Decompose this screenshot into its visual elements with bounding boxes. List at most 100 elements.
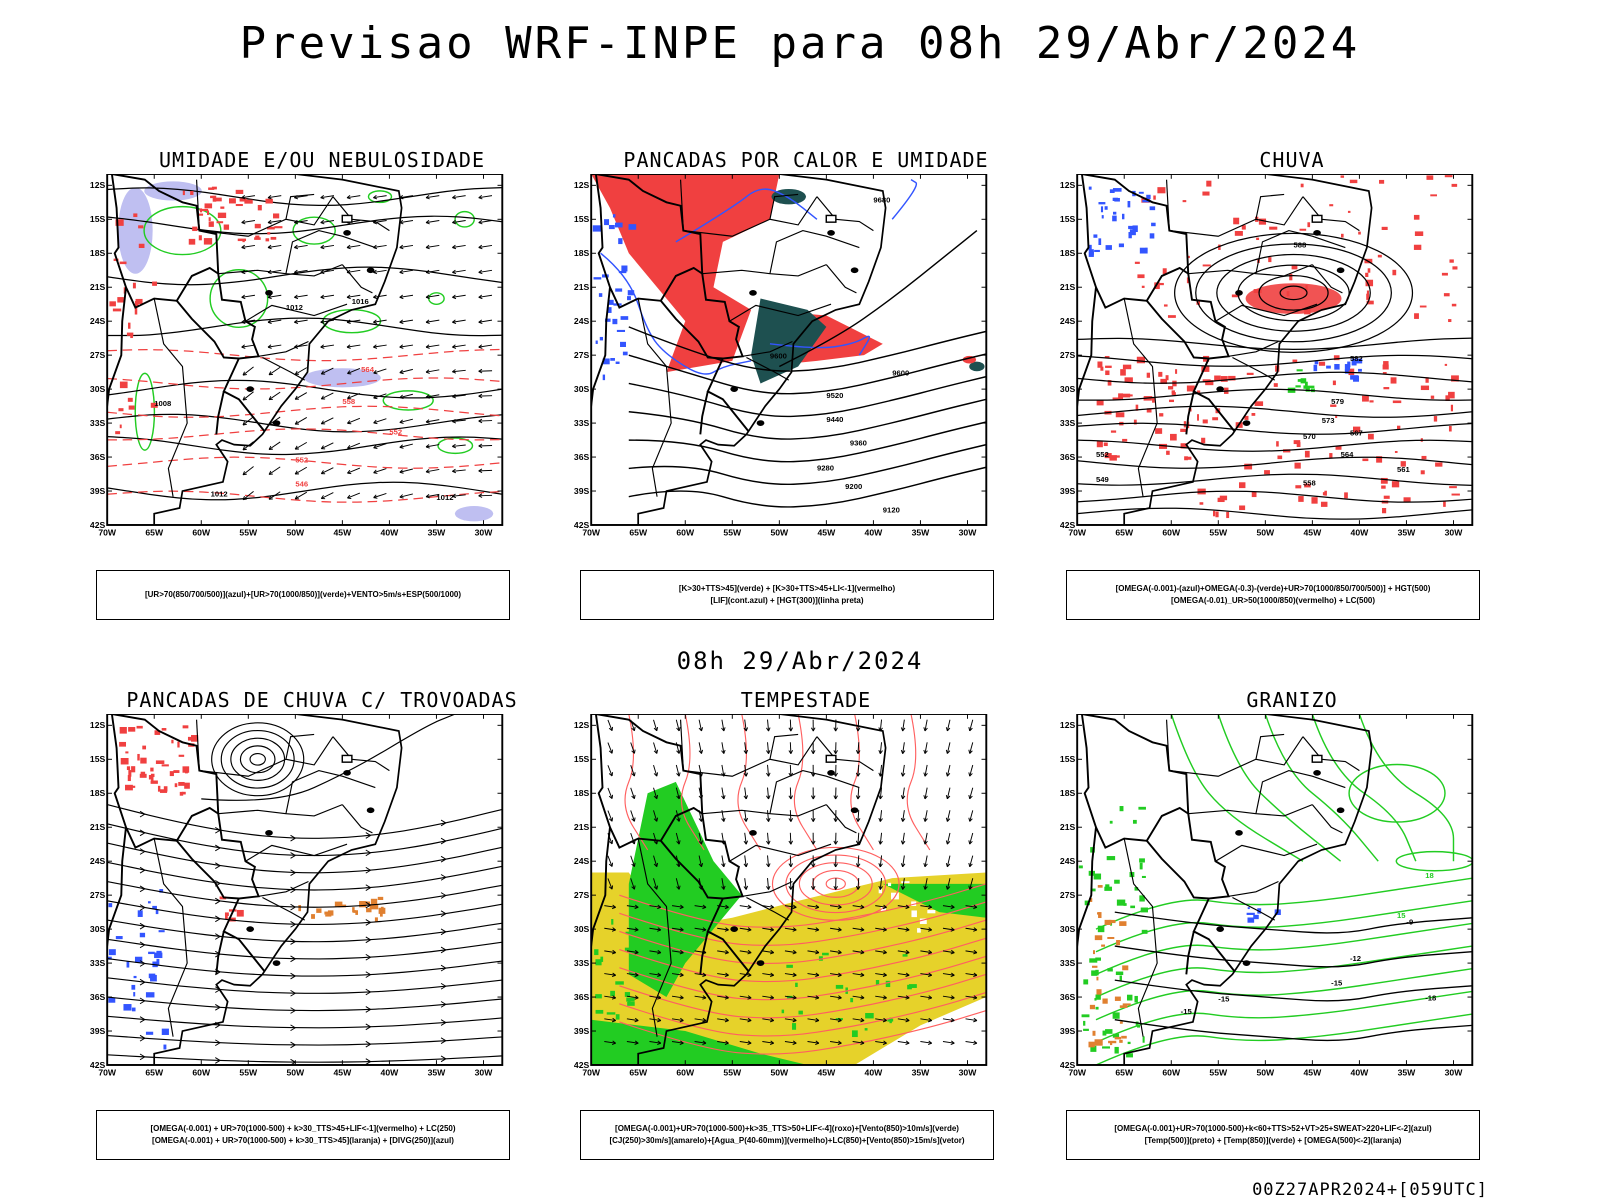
legend-box: [OMEGA(-0.001)-(azul)+OMEGA(-0.3)-(verde… <box>1066 570 1480 620</box>
map-granizo: -9 -12 -15 -15 -15 -18 18 15 12S 15S 18S 21S 24S 27S 3… <box>1060 714 1474 1078</box>
map-frame-border <box>1076 174 1474 526</box>
lat-tick-label: 24S <box>574 316 590 326</box>
lat-tick-label: 42S <box>1060 520 1076 530</box>
lon-tick-label: 70W <box>582 528 601 538</box>
lat-tick-label: 18S <box>1060 788 1076 798</box>
lat-tick-label: 42S <box>90 520 106 530</box>
lon-tick-label: 55W <box>239 1068 258 1078</box>
legend-line: [OMEGA(-0.001) + UR>70(1000-500) + k>30_… <box>152 1136 454 1145</box>
lon-tick-label: 50W <box>770 1068 789 1078</box>
contour-label: -15 <box>1331 979 1343 988</box>
contour-label: 558 <box>1303 478 1317 487</box>
lat-tick-label: 18S <box>574 788 590 798</box>
lon-tick-label: 65W <box>145 528 164 538</box>
lat-tick-label: 24S <box>90 316 106 326</box>
contour-label: 9680 <box>873 195 890 204</box>
lat-tick-label: 39S <box>90 1026 106 1036</box>
lat-tick-label: 24S <box>1060 316 1076 326</box>
lon-tick-label: 40W <box>381 528 400 538</box>
legend-box: [OMEGA(-0.001) + UR>70(1000-500) + k>30_… <box>96 1110 510 1160</box>
legend-box: [OMEGA(-0.001)+UR>70(1000-500)+k>35_TTS>… <box>580 1110 994 1160</box>
panel-tempestade: TEMPESTADE 12S 15S 18S 21S 24S 27S 30S 33S 36S 39S… <box>556 688 1056 1188</box>
lat-tick-label: 21S <box>90 282 106 292</box>
lat-tick-label: 21S <box>1060 282 1076 292</box>
contour-label: 567 <box>1350 429 1363 438</box>
contour-label: 9200 <box>845 482 862 491</box>
lat-tick-label: 33S <box>90 958 106 968</box>
lon-tick-label: 45W <box>1303 528 1322 538</box>
contour-label: 1008 <box>154 399 172 408</box>
lon-tick-label: 60W <box>1162 1068 1181 1078</box>
panel-pancadas-calor: PANCADAS POR CALOR E UMIDADE 9600 9520 9440… <box>556 148 1056 648</box>
lat-tick-label: 18S <box>1060 248 1076 258</box>
lon-tick-label: 60W <box>192 528 211 538</box>
lon-tick-label: 45W <box>333 528 352 538</box>
lon-tick-label: 35W <box>1398 528 1417 538</box>
lat-tick-label: 18S <box>90 788 106 798</box>
contour-label: 9280 <box>817 464 834 473</box>
lat-tick-label: 42S <box>90 1060 106 1070</box>
lon-tick-label: 30W <box>959 1068 978 1078</box>
contour-label: 552 <box>389 427 402 436</box>
panel-chuva: CHUVA 588 582 579 573 570 567 564 561 558 552 549 12… <box>1042 148 1542 648</box>
lat-tick-label: 12S <box>90 720 106 730</box>
lat-tick-label: 15S <box>574 754 590 764</box>
legend-line: [OMEGA(-0.001)-(azul)+OMEGA(-0.3)-(verde… <box>1115 584 1431 593</box>
map-frame-border <box>106 714 504 1066</box>
lat-tick-label: 30S <box>1060 924 1076 934</box>
lat-tick-label: 27S <box>574 350 590 360</box>
contour-label: 9120 <box>883 506 900 515</box>
map-umidade: 564 558 552 552 1012 1016 1008 1012 1012 546 12S 15… <box>90 174 504 538</box>
lat-tick-label: 12S <box>574 180 590 190</box>
contour-label: 564 <box>361 365 375 374</box>
legend-line: [Temp(500)](preto) + [Temp(850)](verde) … <box>1144 1136 1402 1145</box>
lat-tick-label: 33S <box>90 418 106 428</box>
lat-tick-label: 42S <box>574 1060 590 1070</box>
lon-tick-label: 40W <box>865 1068 884 1078</box>
legend-line: [OMEGA(-0.01)_UR>50(1000/850)(vermelho) … <box>1170 596 1376 605</box>
lat-tick-label: 12S <box>90 180 106 190</box>
lon-tick-label: 70W <box>98 528 117 538</box>
lon-tick-label: 30W <box>1445 1068 1464 1078</box>
contour-label: 1016 <box>352 297 369 306</box>
contour-label: 552 <box>1096 450 1109 459</box>
lat-tick-label: 27S <box>90 890 106 900</box>
lat-tick-label: 39S <box>90 486 106 496</box>
lon-tick-label: 65W <box>629 528 648 538</box>
contour-label: 588 <box>1294 241 1308 250</box>
lon-tick-label: 45W <box>333 1068 352 1078</box>
lat-tick-label: 30S <box>1060 384 1076 394</box>
legend-line: [LIF](cont.azul) + [HGT(300)](linha pret… <box>710 596 864 605</box>
contour-label: 1012 <box>211 490 228 499</box>
contour-label: 9440 <box>826 415 843 424</box>
lat-tick-label: 21S <box>574 282 590 292</box>
lon-tick-label: 65W <box>1115 528 1134 538</box>
lat-tick-label: 30S <box>574 924 590 934</box>
lat-tick-label: 27S <box>90 350 106 360</box>
lat-tick-label: 36S <box>90 992 106 1002</box>
contour-label: 9600 <box>892 369 909 378</box>
lat-tick-label: 27S <box>574 890 590 900</box>
contour-label: 558 <box>342 397 356 406</box>
lon-tick-label: 65W <box>629 1068 648 1078</box>
lat-tick-label: 39S <box>574 1026 590 1036</box>
lon-tick-label: 60W <box>676 1068 695 1078</box>
panel-trovoadas: PANCADAS DE CHUVA C/ TROVOADAS 12S 15S 18S 2… <box>72 688 572 1188</box>
contour-label: -15 <box>1218 995 1230 1004</box>
contour-label: -12 <box>1350 954 1361 963</box>
lon-tick-label: 40W <box>1351 528 1370 538</box>
lon-tick-label: 35W <box>428 528 447 538</box>
lon-tick-label: 55W <box>1209 528 1228 538</box>
lon-tick-label: 30W <box>475 528 494 538</box>
panel-title: PANCADAS DE CHUVA C/ TROVOADAS <box>126 688 518 712</box>
mid-date-label: 08h 29/Abr/2024 <box>676 647 924 675</box>
lat-tick-label: 24S <box>1060 856 1076 866</box>
contour-label: 9600 <box>770 352 787 361</box>
map-pancadas-calor: 9600 9520 9440 9360 9280 9200 9120 9600 9680 12S 1… <box>574 174 988 538</box>
contour-label: 9360 <box>850 439 867 448</box>
legend-line: [UR>70(850/700/500)](azul)+[UR>70(1000/8… <box>144 590 462 599</box>
lat-tick-label: 39S <box>574 486 590 496</box>
legend-box: [K>30+TTS>45](verde) + [K>30+TTS>45+LI<-… <box>580 570 994 620</box>
lat-tick-label: 36S <box>574 992 590 1002</box>
